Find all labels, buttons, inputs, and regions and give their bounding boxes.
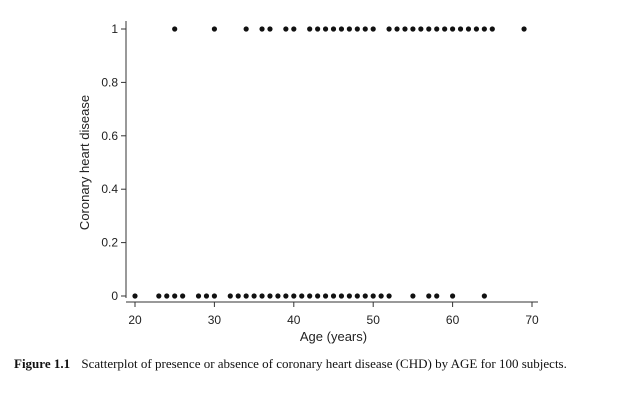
- data-point: [251, 293, 257, 299]
- data-point: [315, 26, 321, 32]
- data-point: [315, 293, 321, 299]
- x-tick-label: 60: [446, 313, 460, 327]
- data-point: [473, 26, 480, 32]
- data-point: [402, 26, 408, 32]
- data-point: [426, 26, 432, 32]
- data-point: [243, 293, 249, 299]
- data-point: [354, 26, 360, 32]
- data-point: [172, 26, 178, 32]
- y-tick-label: 0.4: [101, 182, 118, 196]
- data-point: [243, 26, 249, 32]
- data-point: [434, 26, 440, 32]
- data-point: [346, 293, 352, 299]
- x-axis: 20 30 40 50 60 70: [126, 301, 539, 327]
- data-point: [307, 26, 313, 32]
- data-point: [259, 293, 265, 299]
- data-point: [378, 293, 384, 299]
- y-tick-label: 0.2: [101, 236, 118, 250]
- data-point: [267, 26, 273, 32]
- data-point: [346, 26, 352, 32]
- data-point: [338, 293, 345, 299]
- data-point: [521, 26, 527, 32]
- data-point: [211, 293, 217, 299]
- data-points: [132, 26, 527, 299]
- data-point: [386, 26, 392, 32]
- data-point: [211, 26, 217, 32]
- data-point: [450, 293, 456, 299]
- data-point: [354, 293, 360, 299]
- x-axis-label: Age (years): [300, 329, 367, 344]
- data-point: [164, 293, 170, 299]
- data-point: [418, 26, 424, 32]
- data-point: [410, 293, 416, 299]
- data-point: [370, 26, 376, 32]
- data-point: [362, 26, 368, 32]
- y-tick-label: 0: [111, 289, 118, 303]
- y-tick-label: 1: [111, 22, 118, 36]
- x-tick-label: 70: [525, 313, 539, 327]
- data-point: [465, 26, 472, 32]
- figure-label: Figure 1.1: [14, 356, 71, 371]
- data-point: [203, 293, 210, 299]
- data-point: [283, 293, 289, 299]
- data-point: [267, 293, 273, 299]
- data-point: [394, 26, 400, 32]
- figure-caption-text: Scatterplot of presence or absence of co…: [81, 356, 567, 371]
- y-tick-label: 0.6: [101, 129, 118, 143]
- figure-caption: Figure 1.1 Scatterplot of presence or ab…: [14, 355, 614, 373]
- data-point: [481, 293, 487, 299]
- data-point: [386, 293, 392, 299]
- data-point: [299, 293, 305, 299]
- data-point: [195, 293, 202, 299]
- x-tick-label: 40: [287, 313, 301, 327]
- data-point: [434, 293, 440, 299]
- data-point: [180, 293, 186, 299]
- data-point: [172, 293, 178, 299]
- data-point: [307, 293, 313, 299]
- data-point: [227, 293, 233, 299]
- x-tick-label: 20: [128, 313, 142, 327]
- data-point: [481, 26, 487, 32]
- data-point: [156, 293, 162, 299]
- data-point: [330, 293, 337, 299]
- y-tick-label: 0.8: [101, 75, 118, 89]
- data-point: [489, 26, 495, 32]
- y-axis-label: Coronary heart disease: [77, 95, 92, 230]
- data-point: [410, 26, 416, 32]
- y-axis: 0 0.2 0.4 0.6 0.8 1: [101, 21, 127, 303]
- data-point: [275, 293, 281, 299]
- data-point: [426, 293, 432, 299]
- data-point: [291, 26, 297, 32]
- data-point: [132, 293, 138, 299]
- scatter-chart: 20 30 40 50 60 70 00.20.40.60.81 Age (years) …: [77, 21, 539, 344]
- data-point: [322, 26, 329, 32]
- data-point: [362, 293, 368, 299]
- data-point: [370, 293, 376, 299]
- data-point: [235, 293, 241, 299]
- data-point: [442, 26, 448, 32]
- x-tick-label: 50: [367, 313, 381, 327]
- data-point: [322, 293, 329, 299]
- data-point: [283, 26, 289, 32]
- x-tick-label: 30: [208, 313, 222, 327]
- data-point: [291, 293, 297, 299]
- data-point: [259, 26, 265, 32]
- data-point: [450, 26, 456, 32]
- data-point: [338, 26, 345, 32]
- data-point: [457, 26, 464, 32]
- data-point: [330, 26, 337, 32]
